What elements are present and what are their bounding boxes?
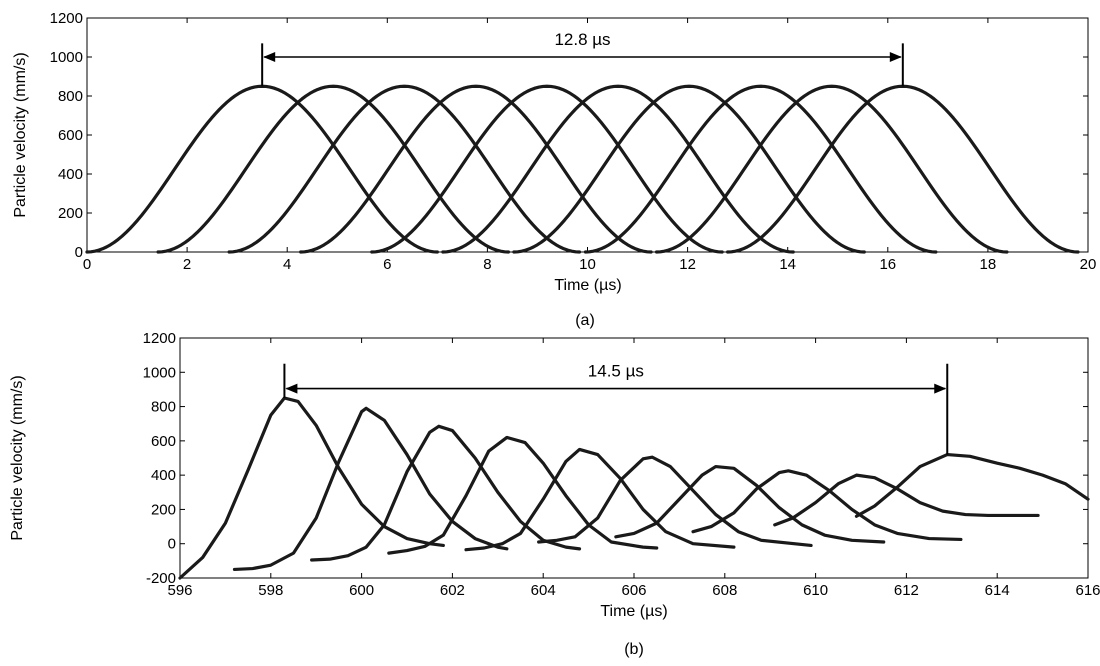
plot-frame [86, 17, 1089, 253]
y-tick-label: 0 [75, 244, 83, 261]
series-line-3 [227, 84, 582, 254]
series-line-2 [232, 406, 509, 572]
x-axis-label: Time (µs) [554, 277, 621, 294]
annotation-arrow-head-left [263, 52, 276, 62]
x-tick-label: 610 [803, 582, 828, 599]
y-ticks: -200 0 200 400 600 800 1000 1200 [143, 330, 1088, 587]
y-tick-label: 200 [58, 205, 83, 222]
x-tick-label: 4 [283, 256, 291, 273]
series-line-2 [156, 84, 511, 254]
x-tick-label: 20 [1080, 256, 1097, 273]
annotation-label: 12.8 µs [554, 30, 610, 49]
y-tick-label: 1000 [50, 49, 83, 66]
y-tick-label: -200 [146, 570, 176, 587]
y-tick-label: 600 [58, 127, 83, 144]
chart-a: 0 2 4 6 8 10 12 14 16 18 20 020040060080010001200 … [12, 10, 1096, 329]
series-line-5 [464, 447, 736, 552]
x-tick-label: 614 [985, 582, 1010, 599]
series-line-9 [654, 84, 1009, 254]
series-line-6 [537, 455, 813, 548]
series-line-6 [441, 84, 795, 254]
interval-annotation: 14.5 µs [283, 362, 949, 455]
y-axis-label: Particle velocity (mm/s) [12, 52, 29, 217]
x-axis-label: Time (µs) [600, 603, 667, 620]
annotation-label: 14.5 µs [588, 362, 644, 381]
y-tick-label: 1000 [143, 364, 176, 381]
chart-b: 596 598 600 602 604 606 608 610 612 614 616 -200 0 2… [9, 330, 1100, 658]
x-tick-label: 608 [712, 582, 737, 599]
annotation-arrow-head-right [889, 52, 902, 62]
series-line-1 [178, 396, 445, 580]
x-tick-label: 10 [579, 256, 596, 273]
x-ticks: 596 598 600 602 604 606 608 610 612 614 616 [167, 338, 1100, 599]
series-line-1 [85, 84, 439, 254]
x-tick-label: 612 [894, 582, 919, 599]
annotation-arrow-head-right [934, 383, 947, 394]
y-tick-label: 600 [151, 433, 176, 450]
x-ticks: 0 2 4 6 8 10 12 14 16 18 20 [83, 18, 1097, 273]
series-line-10 [854, 452, 1090, 518]
x-tick-label: 14 [779, 256, 796, 273]
x-tick-label: 600 [349, 582, 374, 599]
y-tick-label: 400 [58, 166, 83, 183]
y-tick-label: 400 [151, 467, 176, 484]
chart-caption: (b) [624, 641, 644, 658]
y-axis-label: Particle velocity (mm/s) [9, 375, 26, 540]
y-tick-label: 1200 [143, 330, 176, 347]
series-line-7 [614, 464, 886, 544]
curves [178, 396, 1090, 580]
x-tick-label: 6 [383, 256, 391, 273]
interval-annotation: 12.8 µs [261, 30, 904, 87]
series-line-3 [310, 424, 582, 562]
y-tick-label: 800 [151, 399, 176, 416]
x-tick-label: 596 [167, 582, 192, 599]
curves [85, 84, 1080, 254]
series-line-4 [299, 84, 653, 254]
chart-caption: (a) [575, 312, 595, 329]
y-tick-label: 200 [151, 501, 176, 518]
x-tick-label: 8 [483, 256, 491, 273]
series-line-9 [773, 473, 1040, 527]
series-line-4 [387, 435, 659, 555]
series-line-5 [370, 84, 724, 254]
x-tick-label: 602 [440, 582, 465, 599]
x-tick-label: 616 [1075, 582, 1100, 599]
y-ticks: 0 200 400 600 800 1000 1200 [50, 10, 1088, 261]
y-tick-label: 0 [168, 536, 176, 553]
x-tick-label: 2 [183, 256, 191, 273]
y-tick-label: 800 [58, 88, 83, 105]
x-tick-label: 0 [83, 256, 91, 273]
series-line-8 [583, 84, 938, 254]
x-tick-label: 606 [621, 582, 646, 599]
x-tick-label: 18 [980, 256, 997, 273]
x-tick-label: 16 [879, 256, 896, 273]
annotation-arrow-head-left [285, 383, 298, 394]
y-tick-label: 1200 [50, 10, 83, 27]
x-tick-label: 604 [531, 582, 556, 599]
series-line-10 [726, 84, 1080, 254]
series-line-8 [691, 469, 963, 542]
x-tick-label: 12 [679, 256, 696, 273]
series-line-7 [512, 84, 866, 254]
x-tick-label: 598 [258, 582, 283, 599]
